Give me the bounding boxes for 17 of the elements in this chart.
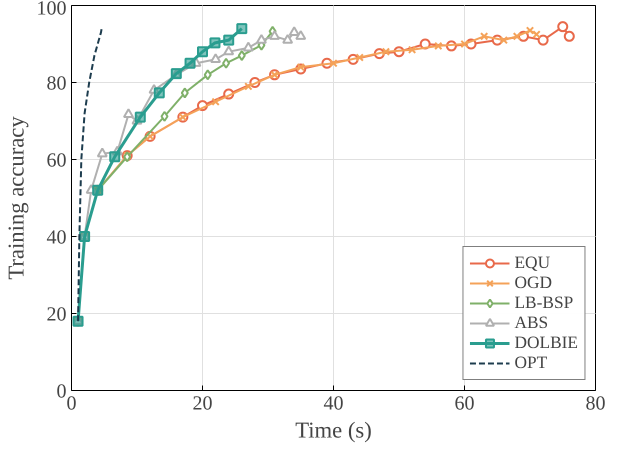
- y-tick-label: 100: [36, 0, 66, 20]
- legend-label: LB-BSP: [514, 293, 574, 313]
- y-tick-label: 20: [46, 304, 66, 326]
- legend-label: ABS: [514, 313, 548, 333]
- legend-label: OGD: [514, 273, 552, 293]
- x-tick-label: 60: [454, 392, 474, 414]
- x-axis-title: Time (s): [295, 418, 372, 442]
- y-tick-label: 40: [46, 226, 66, 248]
- y-tick-label: 60: [46, 150, 66, 172]
- y-axis-title: Training accuracy: [4, 116, 28, 280]
- x-tick-label: 80: [586, 392, 606, 414]
- x-tick-label: 20: [192, 392, 212, 414]
- legend-label: OPT: [514, 353, 548, 373]
- legend-label: DOLBIE: [514, 333, 578, 353]
- x-tick-label: 40: [324, 392, 344, 414]
- legend-label: EQU: [514, 253, 550, 273]
- y-tick-label: 80: [46, 72, 66, 94]
